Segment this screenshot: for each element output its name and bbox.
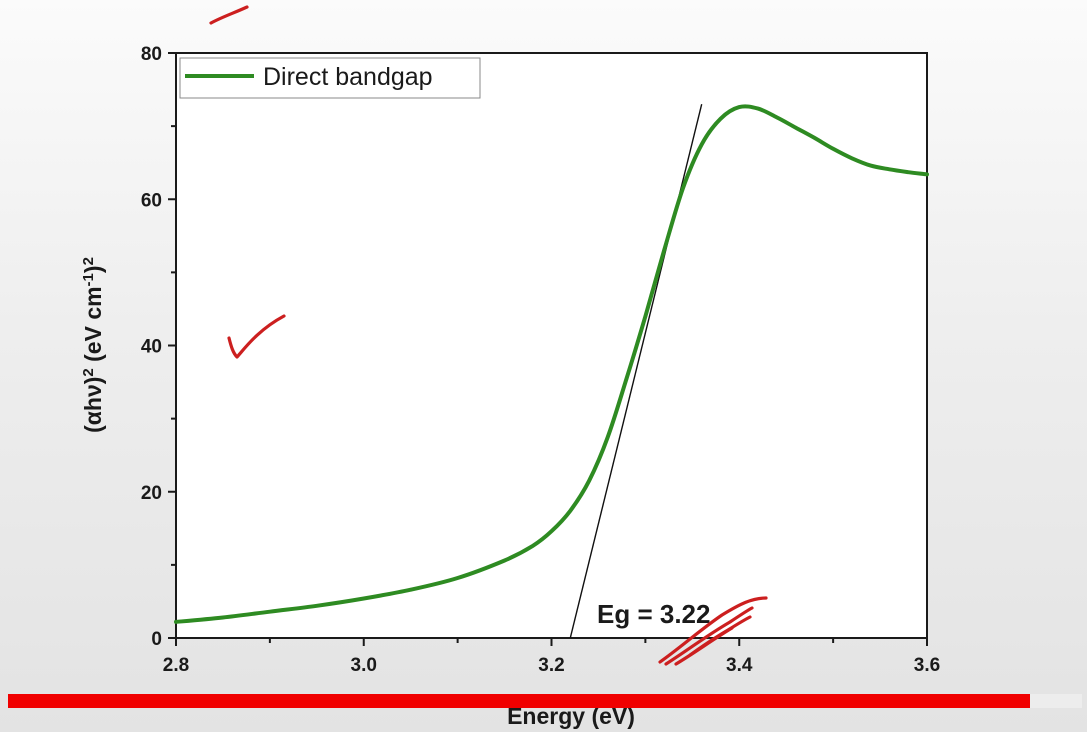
pen-stroke-5 <box>688 615 752 657</box>
y-axis-title-part: 2 <box>80 368 97 376</box>
y-axis-title-part: ) <box>80 377 106 385</box>
y-tick-label: 40 <box>141 337 162 358</box>
annotations: Eg = 3.22 <box>597 599 710 629</box>
pen-stroke-1 <box>227 314 286 359</box>
legend-label: Direct bandgap <box>263 63 433 91</box>
x-tick-label: 3.6 <box>914 655 940 676</box>
legend: Direct bandgap <box>179 57 481 99</box>
pen-stroke-0 <box>209 5 249 25</box>
y-axis-title-part: 2 <box>80 257 97 265</box>
pen-stroke-3 <box>664 606 754 666</box>
eg-annotation: Eg = 3.22 <box>597 599 710 629</box>
pen-annotations <box>209 5 768 666</box>
x-tick-label: 2.8 <box>163 655 189 676</box>
y-axis-title-part: ) <box>80 265 106 273</box>
tick-labels: 2.8 3.0 3.2 3.4 3.6 0 20 40 60 80 <box>141 44 940 676</box>
plot-frame <box>175 52 928 639</box>
x-tick-label: 3.2 <box>538 655 564 676</box>
y-tick-label: 20 <box>141 483 162 504</box>
x-tick-label: 3.0 <box>351 655 377 676</box>
y-axis-title-part: ( <box>80 425 106 433</box>
axis-ticks <box>168 52 928 646</box>
y-axis-title-part: -1 <box>80 273 97 286</box>
series-line-0 <box>174 104 929 624</box>
series-layer <box>174 104 929 639</box>
y-tick-label: 60 <box>141 190 162 211</box>
x-tick-label: 3.4 <box>726 655 753 676</box>
y-tick-label: 80 <box>141 44 162 65</box>
y-axis-title-part: (eV cm <box>80 286 106 368</box>
legend-box <box>179 57 481 99</box>
video-progress-bar[interactable] <box>8 694 1082 708</box>
y-axis-title-part: αhν <box>80 384 106 425</box>
pen-stroke-2 <box>658 596 768 664</box>
y-axis-title: (αhν)2 (eV cm-1)2 <box>80 257 107 433</box>
y-tick-label: 0 <box>151 629 162 650</box>
video-progress-fill <box>8 694 1031 708</box>
